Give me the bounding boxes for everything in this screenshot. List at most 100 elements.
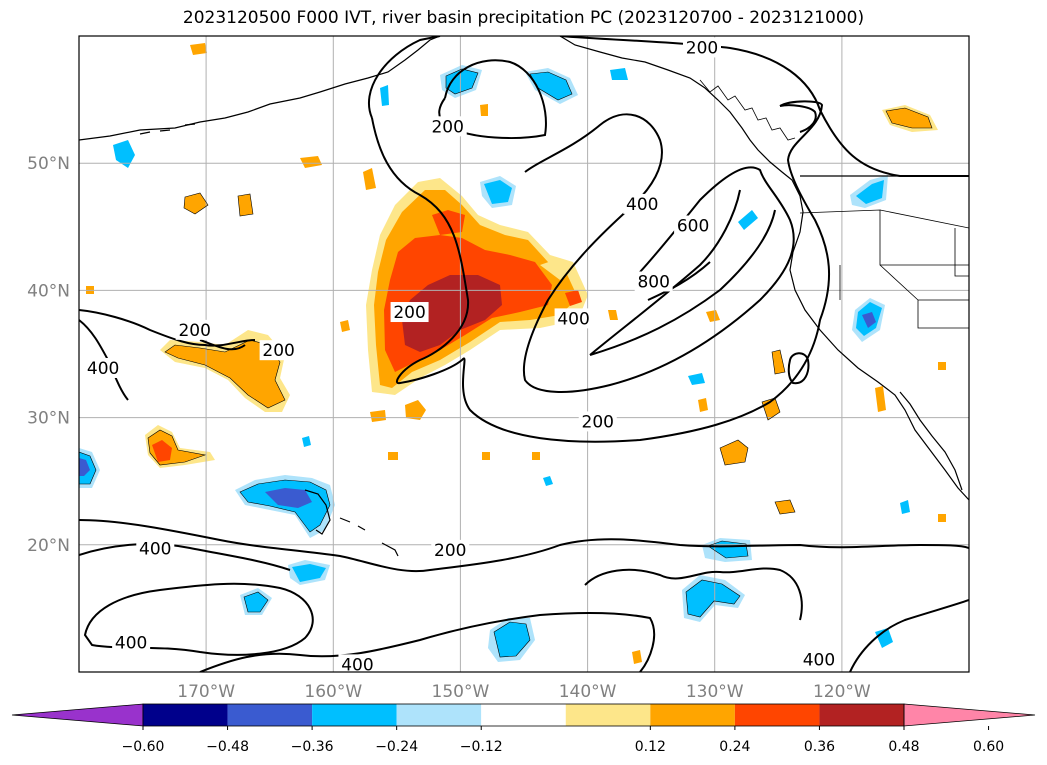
precip-pos-sm1 bbox=[184, 193, 208, 214]
colorbar-tick-label: −0.24 bbox=[375, 739, 418, 755]
contour-400-s bbox=[199, 612, 656, 672]
precip-pos-sm15 bbox=[875, 386, 886, 412]
contour-label-bg bbox=[175, 319, 214, 340]
contour-label: 200 bbox=[393, 303, 425, 323]
contour-label: 400 bbox=[341, 655, 373, 675]
contour-label-bg bbox=[428, 116, 467, 137]
precip-shading bbox=[79, 43, 946, 664]
contour-label: 200 bbox=[431, 117, 463, 137]
precip-pos-sm14 bbox=[608, 310, 618, 320]
precip-pos-sm2 bbox=[238, 194, 253, 216]
lon-tick-label: 170°W bbox=[177, 682, 235, 702]
colorbar-bin bbox=[312, 704, 397, 726]
precip-outlines bbox=[79, 68, 933, 658]
contour-label-bg bbox=[136, 538, 175, 559]
contour-400-zone-s bbox=[79, 543, 291, 571]
precip-blob-sw-red bbox=[152, 440, 172, 462]
precip-pos-sm11 bbox=[775, 500, 795, 514]
precip-pos-sm22 bbox=[532, 452, 540, 460]
precip-pos-sm23 bbox=[388, 452, 398, 460]
border-states bbox=[799, 209, 969, 329]
precip-neg-sm2 bbox=[738, 210, 758, 230]
precip-neg-sm5 bbox=[688, 373, 705, 385]
coast-alaska bbox=[79, 36, 441, 141]
precip-neg-hawaii-dark bbox=[265, 488, 312, 508]
coastlines bbox=[79, 36, 969, 557]
contour-label: 400 bbox=[803, 650, 835, 670]
colorbar-bin bbox=[650, 704, 735, 726]
precip-blob-yellow-right bbox=[540, 258, 573, 280]
contour-200-outer bbox=[559, 36, 969, 177]
contour-label-bg bbox=[623, 193, 662, 214]
contour-label-bg bbox=[578, 411, 617, 432]
precip-pos-sm5 bbox=[190, 43, 207, 55]
contour-label-bg bbox=[390, 302, 429, 323]
contour-label: 200 bbox=[434, 541, 466, 561]
precip-pos-sm13 bbox=[706, 310, 720, 322]
precip-neg-sm6 bbox=[543, 476, 553, 486]
contour-label: 200 bbox=[582, 412, 614, 432]
precip-pos-sm12 bbox=[698, 398, 708, 412]
contour-200-se-loop bbox=[787, 352, 810, 385]
precip-pos-sm17 bbox=[480, 104, 488, 116]
coast-baja bbox=[899, 391, 963, 491]
precip-pos-sm7 bbox=[370, 410, 386, 422]
coast-bc-fjords bbox=[699, 79, 796, 141]
contour-label-bg bbox=[112, 632, 151, 653]
contour-label-bg bbox=[554, 308, 593, 329]
lon-tick-label: 160°W bbox=[304, 682, 362, 702]
lat-tick-label: 40°N bbox=[27, 281, 70, 301]
precip-pos-sm18 bbox=[632, 650, 642, 664]
precip-neg-se-core bbox=[686, 580, 740, 617]
contour-label: 200 bbox=[686, 38, 718, 58]
precip-neg-sm4 bbox=[610, 68, 628, 80]
contour-label-bg bbox=[259, 340, 298, 361]
colorbar-extend-low bbox=[11, 703, 144, 727]
colorbar-tick-label: −0.48 bbox=[206, 739, 249, 755]
precip-pos-sm16 bbox=[340, 320, 350, 332]
contour-label-bg bbox=[683, 37, 721, 58]
precip-pos-sm21 bbox=[482, 452, 490, 460]
precip-pos-nw-ca-core bbox=[886, 108, 932, 128]
precip-neg-nw bbox=[113, 140, 135, 168]
contour-200-zone-s bbox=[79, 519, 969, 573]
contour-400-se-corner bbox=[849, 599, 969, 672]
colorbar-tick-label: 0.48 bbox=[888, 739, 919, 755]
colorbar-tick-label: 0.60 bbox=[973, 739, 1004, 755]
precip-blob-main-darkred bbox=[402, 275, 502, 352]
precip-neg-gulf-core bbox=[446, 69, 478, 94]
contour-label: 400 bbox=[87, 359, 119, 379]
colorbar-bin bbox=[819, 704, 904, 726]
colorbar-frame bbox=[142, 703, 905, 727]
contour-200-trough bbox=[367, 36, 830, 443]
precip-blob-main-right bbox=[565, 290, 582, 306]
contour-label: 600 bbox=[677, 217, 709, 237]
contour-label: 200 bbox=[262, 341, 294, 361]
contour-600 bbox=[589, 189, 776, 356]
precip-pos-sm8 bbox=[720, 440, 748, 465]
contour-label-bg bbox=[799, 649, 838, 670]
precip-neg-sm8 bbox=[900, 500, 910, 514]
precip-pos-sm4 bbox=[363, 168, 376, 190]
precip-neg-or-core bbox=[856, 180, 884, 204]
precip-pos-sm3 bbox=[300, 156, 322, 168]
contour-label-bg bbox=[674, 215, 713, 236]
precip-blob-west-orange bbox=[165, 340, 285, 408]
lat-tick-labels: 50°N 40°N 30°N 20°N bbox=[27, 154, 70, 556]
colorbar-bin bbox=[143, 704, 228, 726]
precip-neg-sw3-core bbox=[244, 592, 268, 612]
colorbar: −0.60 −0.48 −0.36 −0.24 −0.12 0.12 0.24 0.36 0.4… bbox=[11, 703, 1036, 755]
coast-hawaii bbox=[304, 489, 399, 557]
contour-400-sw bbox=[83, 582, 314, 656]
colorbar-tick-label: −0.60 bbox=[122, 739, 165, 755]
precip-neg-sm7 bbox=[302, 436, 311, 447]
colorbar-extend-high bbox=[903, 703, 1036, 727]
contour-label: 400 bbox=[626, 195, 658, 215]
lon-tick-labels: 170°W 160°W 150°W 140°W 130°W 120°W bbox=[177, 682, 871, 702]
colorbar-tick-label: −0.12 bbox=[460, 739, 503, 755]
precip-pos-sm10 bbox=[772, 350, 785, 374]
precip-neg-w-edge-dark bbox=[79, 458, 90, 476]
lon-tick-label: 140°W bbox=[559, 682, 617, 702]
precip-neg-mid-core bbox=[484, 180, 512, 204]
